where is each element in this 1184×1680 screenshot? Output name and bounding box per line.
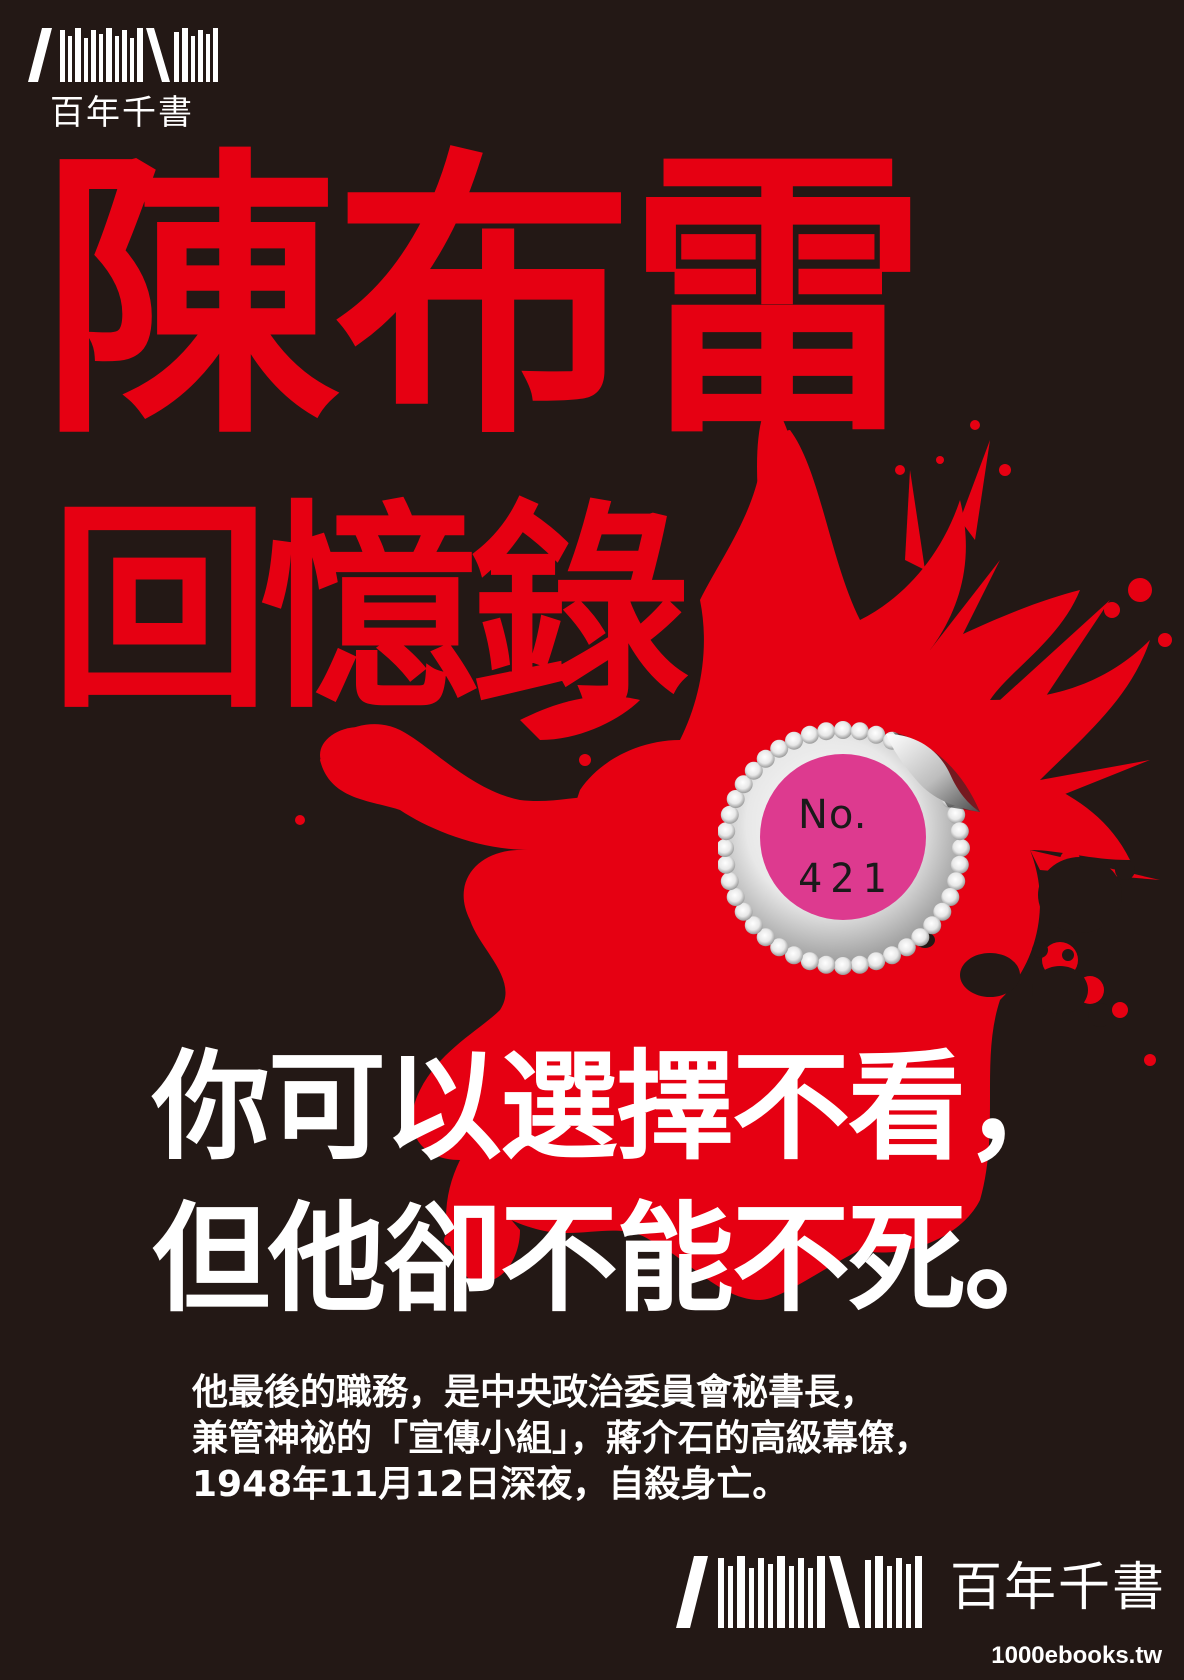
- bookshelf-logo-icon: [28, 28, 218, 82]
- publisher-logo-bottom: 百年千書: [668, 1550, 1168, 1650]
- publisher-logo-top: 百年千書: [22, 24, 232, 130]
- bookshelf-logo-icon: [676, 1556, 922, 1628]
- number-sticker: No. 421: [716, 712, 990, 984]
- publisher-website[interactable]: 1000ebooks.tw: [991, 1642, 1162, 1669]
- description-line: 他最後的職務，是中央政治委員會秘書長，: [192, 1372, 877, 1413]
- slogan-line-2: 但他卻不能不死。: [152, 1190, 1082, 1328]
- publisher-name-bottom: 百年千書: [950, 1558, 1167, 1618]
- publisher-name: 百年千書: [50, 93, 194, 133]
- description-line: 1948年11月12日深夜，自殺身亡。: [192, 1464, 789, 1505]
- description-line: 兼管神祕的「宣傳小組」，蔣介石的高級幕僚，: [192, 1418, 931, 1459]
- sticker-label: No.: [798, 792, 868, 838]
- sticker-number: 421: [798, 856, 895, 902]
- description-block: 他最後的職務，是中央政治委員會秘書長， 兼管神祕的「宣傳小組」，蔣介石的高級幕僚…: [192, 1370, 930, 1508]
- slogan-line-1: 你可以選擇不看，: [152, 1038, 1082, 1176]
- sticker-pink-disc: [760, 754, 926, 920]
- book-title-line-2: 回憶錄: [50, 482, 690, 738]
- book-title-line-1: 陳布雷: [40, 125, 928, 474]
